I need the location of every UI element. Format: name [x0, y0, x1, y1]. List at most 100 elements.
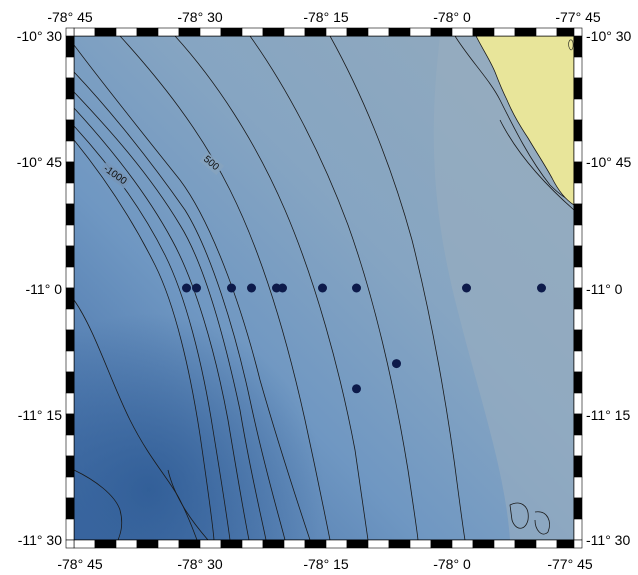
- lat-label-left: -10° 30: [17, 28, 63, 44]
- border-segment-left: [65, 203, 75, 226]
- border-segment-top: [472, 27, 495, 37]
- lat-label-right: -10° 30: [586, 28, 632, 44]
- border-segment-bottom: [241, 539, 264, 549]
- lat-label-right: -11° 30: [586, 532, 630, 548]
- lon-label-top: -77° 45: [555, 9, 601, 25]
- border-segment-left: [65, 98, 75, 121]
- border-segment-right: [573, 77, 583, 100]
- lon-label-top: -78° 15: [303, 9, 349, 25]
- border-segment-right: [573, 497, 583, 520]
- border-segment-left: [65, 161, 75, 184]
- contour-lines: [74, 36, 574, 540]
- station-marker: [318, 283, 327, 293]
- border-segment-bottom: [346, 539, 369, 549]
- border-segment-top: [451, 27, 474, 37]
- border-segment-bottom: [157, 539, 180, 549]
- border-segment-left: [65, 224, 75, 247]
- lon-label-top: -78° 45: [47, 9, 93, 25]
- border-segment-bottom: [493, 539, 516, 549]
- border-segment-right: [573, 518, 583, 541]
- lat-labels-right: -10° 30 -10° 45 -11° 0 -11° 15 -11° 30: [586, 28, 632, 548]
- border-segment-right: [573, 392, 583, 415]
- border-segment-top: [94, 27, 117, 37]
- border-corner: [65, 539, 75, 549]
- border-segment-left: [65, 308, 75, 331]
- border-segment-top: [220, 27, 243, 37]
- border-segment-left: [65, 413, 75, 436]
- lat-label-right: -10° 45: [586, 154, 632, 170]
- land-coastline: [475, 36, 574, 206]
- border-segment-top: [262, 27, 285, 37]
- border-segment-bottom: [556, 539, 575, 549]
- station-marker: [462, 283, 471, 293]
- border-corner: [573, 539, 583, 549]
- border-segment-right: [573, 476, 583, 499]
- border-segment-bottom: [388, 539, 411, 549]
- lon-label-bottom: -78° 15: [303, 556, 349, 572]
- border-segment-left: [65, 476, 75, 499]
- lon-label-bottom: -78° 0: [433, 556, 471, 572]
- border-segment-right: [573, 350, 583, 373]
- lon-label-top: -78° 30: [177, 9, 223, 25]
- border-segment-top: [199, 27, 222, 37]
- lat-label-right: -11° 0: [586, 281, 623, 297]
- border-segment-left: [65, 350, 75, 373]
- border-segment-bottom: [535, 539, 558, 549]
- border-segment-top: [283, 27, 306, 37]
- lat-labels-left: -10° 30 -10° 45 -11° 0 -11° 15 -11° 30: [17, 28, 63, 548]
- border-segment-left: [65, 329, 75, 352]
- border-segment-right: [573, 98, 583, 121]
- border-segment-top: [115, 27, 138, 37]
- border-segment-bottom: [367, 539, 390, 549]
- border-segment-top: [367, 27, 390, 37]
- shelf-zone: [433, 36, 574, 540]
- station-marker: [352, 384, 361, 394]
- border-segment-right: [573, 434, 583, 457]
- border-segment-bottom: [451, 539, 474, 549]
- border-segment-right: [573, 35, 583, 58]
- border-segment-left: [65, 182, 75, 205]
- border-segment-left: [65, 35, 75, 58]
- station-markers: [182, 283, 546, 394]
- station-marker: [278, 283, 287, 293]
- station-marker: [247, 283, 256, 293]
- border-segment-left: [65, 119, 75, 142]
- border-segment-bottom: [115, 539, 138, 549]
- border-segment-top: [178, 27, 201, 37]
- border-segment-top: [535, 27, 558, 37]
- border-segment-left: [65, 56, 75, 79]
- border-segment-right: [573, 56, 583, 79]
- border-segment-right: [573, 224, 583, 247]
- border-segment-right: [573, 266, 583, 289]
- border-segment-right: [573, 308, 583, 331]
- border-segment-right: [573, 182, 583, 205]
- lat-label-left: -11° 30: [18, 532, 62, 548]
- border-segment-left: [65, 245, 75, 268]
- border-segment-right: [573, 455, 583, 478]
- map-border-scale: [65, 27, 583, 549]
- border-segment-left: [65, 434, 75, 457]
- border-segment-left: [65, 371, 75, 394]
- lat-label-left: -11° 15: [18, 407, 62, 423]
- border-segment-left: [65, 518, 75, 541]
- border-segment-left: [65, 455, 75, 478]
- border-segment-bottom: [283, 539, 306, 549]
- border-segment-top: [346, 27, 369, 37]
- island: [568, 39, 574, 51]
- lon-label-bottom: -77° 45: [547, 556, 593, 572]
- border-segment-bottom: [73, 539, 96, 549]
- station-marker: [392, 359, 401, 369]
- border-segment-top: [514, 27, 537, 37]
- border-segment-top: [556, 27, 575, 37]
- border-segment-right: [573, 245, 583, 268]
- border-segment-right: [573, 140, 583, 163]
- border-segment-right: [573, 329, 583, 352]
- station-marker: [352, 283, 361, 293]
- border-segment-left: [65, 497, 75, 520]
- lon-label-bottom: -78° 45: [57, 556, 103, 572]
- border-segment-left: [65, 266, 75, 289]
- lon-label-bottom: -78° 30: [177, 556, 223, 572]
- border-segment-top: [409, 27, 432, 37]
- border-segment-bottom: [178, 539, 201, 549]
- border-corner: [573, 27, 583, 37]
